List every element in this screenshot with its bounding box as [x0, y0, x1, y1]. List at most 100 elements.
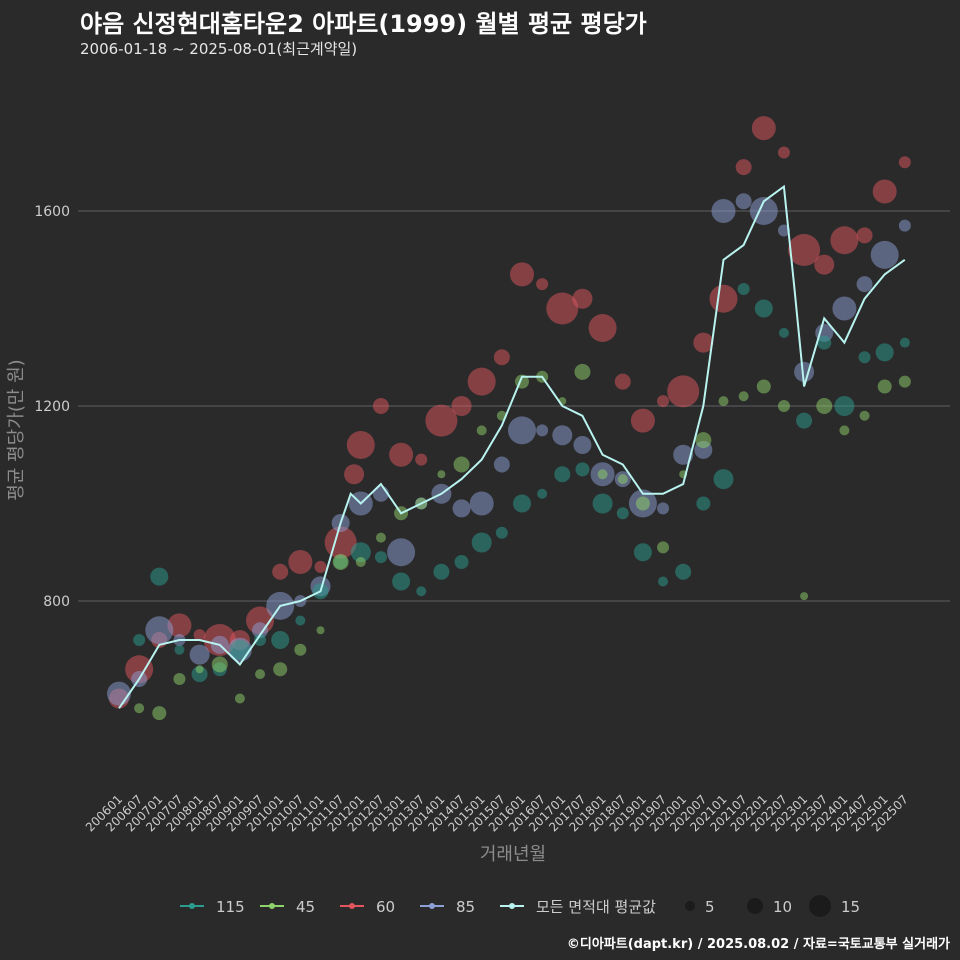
- grid-lines: [78, 210, 950, 602]
- data-point: [314, 560, 327, 573]
- data-point: [387, 538, 416, 567]
- data-point: [856, 276, 873, 293]
- data-point: [899, 337, 910, 348]
- data-point: [229, 639, 250, 660]
- data-point: [597, 469, 608, 480]
- y-tick-label: 1600: [34, 204, 70, 220]
- data-point: [189, 644, 210, 665]
- data-point: [572, 288, 593, 309]
- data-point: [713, 469, 734, 490]
- data-point: [630, 408, 655, 433]
- data-point: [211, 656, 228, 673]
- chart-subtitle: 2006-01-18 ~ 2025-08-01(최근계약일): [80, 40, 358, 58]
- data-point: [858, 351, 871, 364]
- data-point: [614, 373, 631, 390]
- data-point: [839, 425, 850, 436]
- x-axis: 2006012006072007012007072008012008072009…: [83, 792, 911, 834]
- data-point: [738, 391, 749, 402]
- legend-label: 85: [456, 898, 475, 916]
- data-point: [471, 532, 492, 553]
- data-point: [575, 462, 590, 477]
- data-point: [777, 146, 790, 159]
- data-point: [133, 634, 146, 646]
- data-point: [332, 554, 349, 570]
- data-point: [856, 227, 873, 244]
- data-point: [469, 491, 494, 516]
- data-point: [814, 254, 835, 275]
- data-point: [695, 432, 712, 449]
- data-point: [696, 496, 711, 511]
- data-point: [635, 496, 650, 511]
- data-point: [252, 622, 269, 639]
- data-point: [145, 616, 174, 645]
- data-point: [778, 327, 789, 338]
- data-point: [693, 332, 714, 353]
- y-tick-label: 800: [43, 594, 70, 610]
- data-point: [272, 563, 289, 580]
- data-point: [898, 156, 911, 169]
- average-line: [118, 184, 906, 709]
- data-point: [546, 292, 579, 325]
- data-point: [751, 116, 776, 141]
- legend-label: 45: [296, 898, 315, 916]
- legend-key-dot: [269, 903, 275, 909]
- credit-text: ©디아파트(dapt.kr) / 2025.08.02 / 자료=국토교통부 실…: [566, 937, 950, 952]
- legend-size-label: 15: [841, 898, 860, 916]
- data-point: [254, 634, 267, 646]
- data-point: [859, 410, 870, 421]
- data-point: [574, 363, 591, 380]
- data-point: [271, 631, 290, 649]
- data-point: [898, 375, 911, 388]
- data-point: [675, 563, 692, 580]
- legend-label: 60: [376, 898, 395, 916]
- data-point: [552, 425, 573, 446]
- data-point: [737, 283, 750, 295]
- data-point: [875, 343, 894, 362]
- data-point: [709, 284, 738, 313]
- data-point: [453, 456, 470, 473]
- data-point: [234, 693, 245, 704]
- data-point: [711, 199, 736, 223]
- data-point: [416, 586, 427, 597]
- data-point: [173, 673, 186, 685]
- data-point: [495, 526, 508, 539]
- legend-size-label: 5: [705, 898, 715, 916]
- data-point: [372, 398, 389, 414]
- data-point: [167, 613, 192, 638]
- data-point: [537, 488, 548, 499]
- legend-key-dot: [189, 903, 195, 909]
- data-point: [433, 563, 450, 580]
- legend-size-circle: [809, 895, 831, 917]
- data-point: [415, 453, 428, 466]
- data-point: [510, 262, 534, 287]
- data-point: [754, 299, 773, 318]
- data-point: [350, 542, 371, 563]
- data-point: [425, 404, 458, 437]
- data-point: [633, 543, 652, 562]
- legend: 115 45 60 85 모든 면적대 평균값 5 10 15: [180, 895, 860, 917]
- data-point: [437, 470, 446, 479]
- data-point: [536, 424, 549, 437]
- legend-size-circle: [747, 898, 763, 914]
- data-point: [374, 551, 387, 564]
- data-point: [817, 335, 832, 350]
- data-point: [616, 507, 629, 520]
- data-point: [134, 703, 145, 714]
- data-point: [667, 375, 700, 408]
- data-point: [832, 296, 857, 321]
- data-point: [452, 499, 471, 518]
- data-point: [294, 643, 307, 656]
- legend-key-dot: [429, 903, 435, 909]
- average-line-path: [118, 184, 906, 709]
- data-point: [718, 396, 729, 407]
- data-point: [255, 669, 266, 680]
- data-point: [193, 629, 206, 642]
- data-point: [152, 706, 167, 721]
- data-point: [673, 444, 694, 465]
- data-point: [816, 398, 833, 414]
- data-point: [872, 179, 897, 204]
- data-point: [375, 532, 386, 543]
- data-point: [493, 349, 510, 366]
- legend-key-dot: [509, 903, 515, 909]
